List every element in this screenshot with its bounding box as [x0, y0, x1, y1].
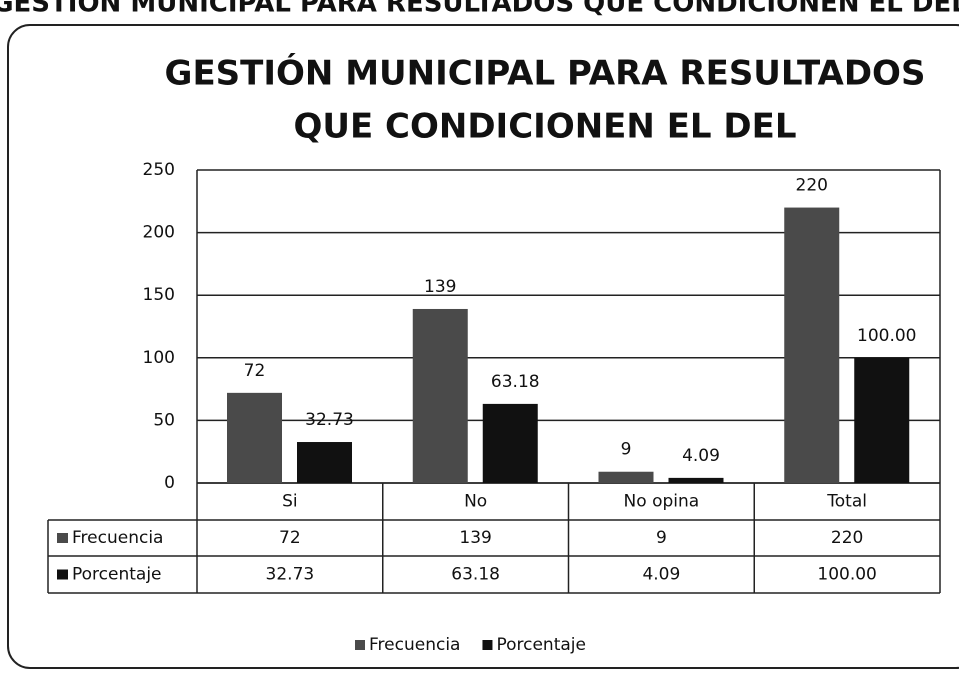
y-tick-label: 250: [143, 160, 175, 180]
y-tick-label: 0: [164, 473, 175, 493]
table-cell: 9: [656, 528, 667, 548]
chart-title: QUE CONDICIONEN EL DEL: [293, 107, 796, 147]
table-cell: 100.00: [817, 565, 876, 585]
data-label: 220: [796, 176, 828, 196]
y-tick-label: 150: [143, 285, 175, 305]
bar: [482, 403, 538, 483]
table-cell: 72: [279, 528, 301, 548]
legend-swatch: [482, 640, 493, 650]
bar: [412, 308, 468, 483]
bar: [227, 392, 282, 483]
chart-frame: [7, 24, 959, 669]
bar: [668, 477, 724, 483]
table-cell: 139: [459, 528, 491, 548]
table-cell: 63.18: [451, 565, 500, 585]
data-label: 72: [244, 361, 266, 381]
y-tick-label: 200: [143, 223, 175, 243]
legend-swatch: [57, 533, 68, 543]
legend-label: Frecuencia: [369, 635, 460, 655]
bar: [297, 442, 352, 483]
data-label: 100.00: [857, 326, 916, 346]
table-cell: 220: [831, 528, 863, 548]
data-label: 9: [621, 440, 632, 460]
bar: [598, 471, 654, 483]
y-tick-label: 50: [153, 410, 175, 430]
y-tick-label: 100: [143, 348, 175, 368]
data-label: 32.73: [305, 410, 354, 430]
table-row-label: Frecuencia: [72, 528, 163, 548]
table-cell: 32.73: [266, 565, 315, 585]
bar: [784, 207, 840, 483]
data-label: 139: [424, 277, 456, 297]
page-heading: GESTIÓN MUNICIPAL PARA RESULTADOS QUE CO…: [0, 0, 959, 19]
data-label: 4.09: [682, 446, 720, 466]
table-row-label: Porcentaje: [72, 565, 162, 585]
x-tick-label: No opina: [624, 492, 700, 512]
bar: [854, 357, 910, 483]
legend-swatch: [355, 640, 365, 650]
x-tick-label: No: [464, 492, 487, 512]
x-tick-label: Si: [282, 492, 298, 512]
chart-title: GESTIÓN MUNICIPAL PARA RESULTADOS: [165, 53, 926, 94]
x-tick-label: Total: [826, 492, 867, 512]
table-cell: 4.09: [642, 565, 680, 585]
legend-swatch: [57, 569, 68, 580]
legend-label: Porcentaje: [496, 635, 586, 655]
data-label: 63.18: [491, 372, 540, 392]
